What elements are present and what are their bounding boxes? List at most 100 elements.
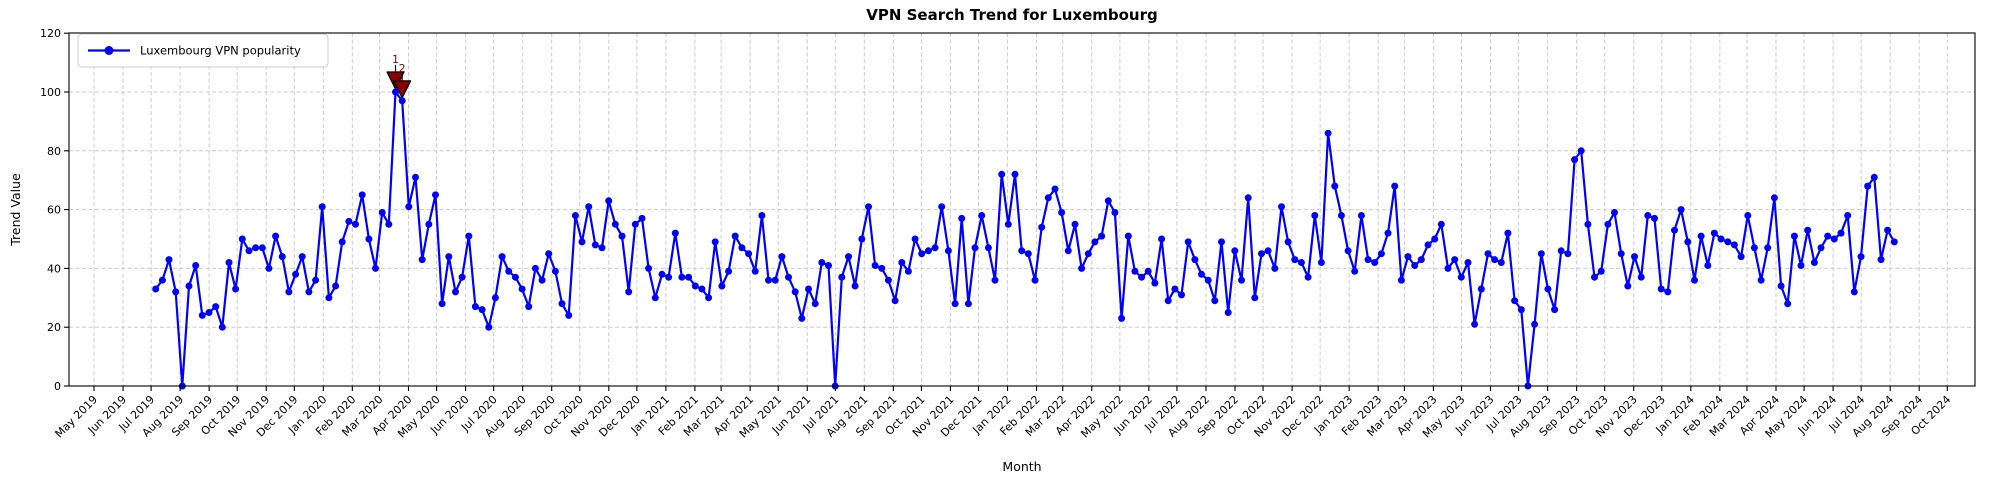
data-point <box>698 285 706 293</box>
peak-annotation: 2 <box>393 62 412 99</box>
data-point <box>392 88 399 96</box>
data-point <box>458 273 466 281</box>
data-point <box>758 212 766 219</box>
data-point <box>485 323 493 331</box>
data-point <box>445 253 453 261</box>
data-point <box>1504 229 1512 237</box>
data-point <box>625 288 633 296</box>
data-point <box>1078 264 1086 272</box>
data-point <box>1118 314 1126 322</box>
data-point <box>198 311 206 319</box>
data-point <box>1391 182 1399 190</box>
data-point <box>1864 182 1872 190</box>
data-point <box>478 306 486 314</box>
data-point <box>278 253 286 261</box>
data-point <box>372 264 379 272</box>
data-point <box>165 256 173 264</box>
data-point <box>685 273 693 281</box>
data-point <box>545 250 553 258</box>
data-point <box>305 288 313 296</box>
data-point <box>1084 250 1092 258</box>
data-point <box>205 309 213 316</box>
data-point <box>1710 229 1718 237</box>
data-point <box>1218 238 1225 246</box>
data-point <box>1024 250 1032 258</box>
data-point <box>1544 285 1552 293</box>
data-point <box>1784 300 1792 308</box>
data-point <box>1244 194 1252 202</box>
data-point <box>1471 320 1479 328</box>
data-point <box>152 285 160 293</box>
data-point <box>1757 276 1765 284</box>
y-tick-label: 40 <box>47 262 61 275</box>
data-point <box>1284 238 1292 246</box>
data-point <box>731 232 739 240</box>
data-point <box>858 235 866 243</box>
data-point <box>551 267 559 275</box>
data-point <box>1111 209 1119 216</box>
data-point <box>938 203 946 211</box>
data-point <box>884 276 892 284</box>
data-point <box>1431 235 1439 243</box>
data-point <box>158 276 166 284</box>
data-point <box>778 253 786 261</box>
data-point <box>172 288 180 296</box>
data-point <box>1717 235 1725 243</box>
data-point <box>1258 250 1265 258</box>
data-point <box>1011 170 1019 178</box>
data-point <box>345 217 353 225</box>
data-point <box>1178 291 1185 299</box>
data-point <box>711 238 719 246</box>
data-point <box>1677 206 1685 214</box>
legend: Luxembourg VPN popularity <box>77 33 329 68</box>
data-point <box>958 214 966 222</box>
data-point <box>1697 232 1705 240</box>
data-point <box>1224 309 1232 316</box>
data-point <box>658 270 666 278</box>
chart-title: VPN Search Trend for Luxembourg <box>866 6 1157 24</box>
data-point <box>1557 247 1565 255</box>
data-point <box>805 285 812 293</box>
data-point <box>1031 276 1039 284</box>
data-point <box>725 267 733 275</box>
data-point <box>691 282 699 290</box>
data-point <box>1344 247 1352 255</box>
data-point <box>891 297 899 305</box>
data-point <box>192 262 200 269</box>
data-point <box>1631 253 1638 261</box>
data-point <box>438 300 446 308</box>
data-point <box>1124 232 1132 240</box>
data-point <box>811 300 819 308</box>
data-point <box>1597 267 1605 275</box>
data-point <box>378 209 386 216</box>
data-point <box>1644 212 1652 219</box>
data-point <box>951 300 959 308</box>
data-point <box>1637 273 1645 281</box>
data-point <box>1664 288 1672 296</box>
data-point <box>365 235 373 243</box>
data-point <box>1857 253 1865 261</box>
data-point <box>904 267 912 275</box>
data-point <box>1817 244 1825 252</box>
data-point <box>1571 156 1579 164</box>
data-point <box>471 303 479 311</box>
annotation-layer: 12 <box>386 53 412 99</box>
y-axis-label: Trend Value <box>8 173 23 247</box>
data-point <box>631 220 639 228</box>
data-point <box>1417 256 1425 264</box>
data-point <box>538 276 546 284</box>
data-point <box>718 282 726 290</box>
trend-line <box>154 90 1896 388</box>
data-point <box>352 220 359 228</box>
data-point <box>1311 212 1319 219</box>
data-point <box>971 244 979 252</box>
data-point <box>312 276 320 284</box>
data-point <box>1457 273 1465 281</box>
data-point <box>665 273 673 281</box>
data-point <box>1044 194 1052 202</box>
data-point <box>1331 182 1339 190</box>
data-point <box>1164 297 1172 305</box>
grid-layer <box>69 33 1975 386</box>
legend-box <box>77 33 329 68</box>
